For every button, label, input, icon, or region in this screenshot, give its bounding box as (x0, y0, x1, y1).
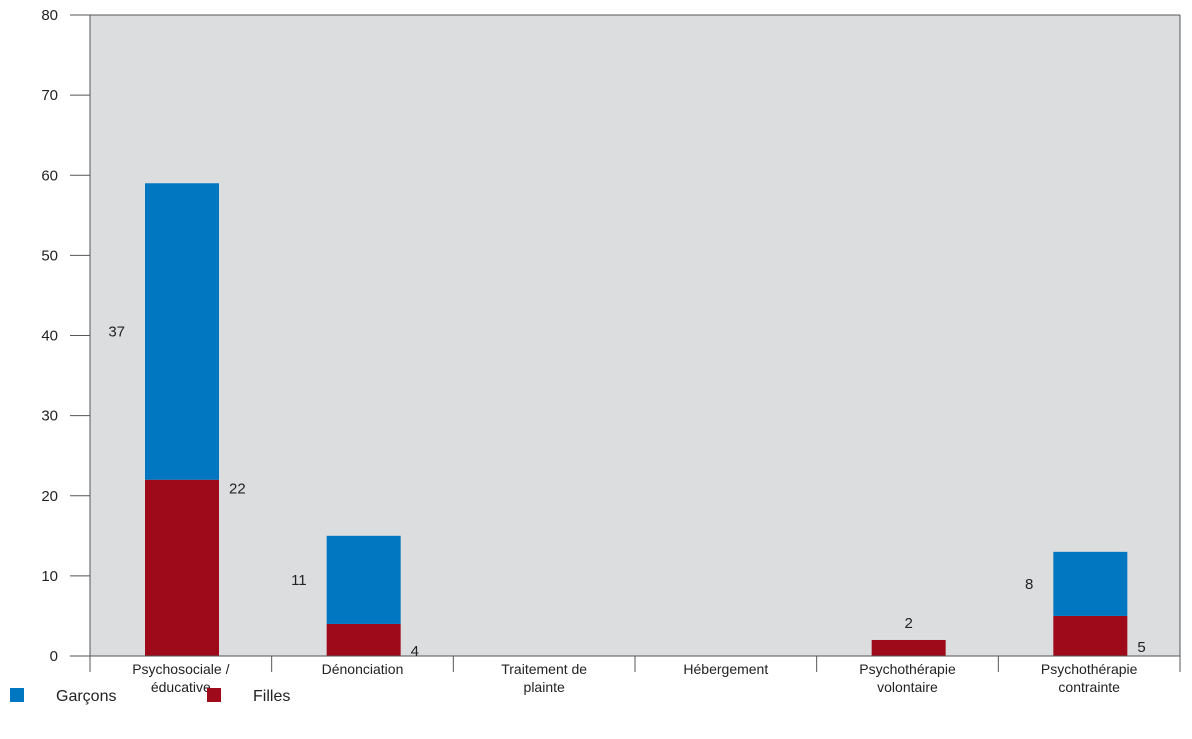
legend-swatch (207, 688, 221, 702)
bar-filles (145, 479, 219, 656)
bar-filles (871, 639, 946, 656)
plot-area (90, 15, 1180, 656)
y-tick-label: 70 (41, 87, 58, 104)
legend-swatch (10, 688, 24, 702)
y-tick-label: 0 (50, 648, 58, 665)
data-label: 8 (1025, 576, 1033, 593)
data-label: 22 (229, 481, 246, 498)
legend: Garçons Filles (10, 688, 290, 705)
data-label: 2 (904, 615, 912, 632)
x-category-label: Psychosociale / éducative (132, 661, 229, 695)
x-category-label: Hébergement (683, 661, 768, 677)
x-category-label: Psychothérapie volontaire (859, 661, 956, 695)
bar-garons (145, 183, 219, 480)
y-tick-label: 60 (41, 167, 58, 184)
y-tick-label: 30 (41, 408, 58, 425)
y-tick-label: 80 (41, 7, 58, 24)
data-label: 11 (291, 572, 307, 589)
data-label: 37 (108, 323, 125, 340)
bars-group (145, 183, 1128, 656)
data-label: 5 (1137, 639, 1145, 656)
legend-label: Garçons (56, 688, 116, 705)
y-tick-label: 40 (41, 328, 58, 345)
x-category-label: Psychothérapie contrainte (1041, 661, 1138, 695)
axes-group: 0 10 20 30 40 50 60 70 80 Psychosociale / éducativ… (41, 7, 1181, 695)
legend-label: Filles (253, 688, 290, 705)
bar-filles (1053, 615, 1128, 656)
bar-filles (326, 623, 401, 656)
x-category-label: Dénonciation (322, 661, 404, 677)
y-tick-label: 50 (41, 247, 58, 264)
y-tick-label: 20 (41, 488, 58, 505)
bar-garons (1053, 551, 1128, 616)
data-label: 4 (411, 643, 419, 660)
y-tick-label: 10 (41, 568, 58, 585)
data-labels-group: 22 4 2 5 37 11 8 (108, 323, 1145, 659)
bar-garons (326, 535, 401, 624)
x-category-label: Traitement de plainte (501, 661, 587, 695)
